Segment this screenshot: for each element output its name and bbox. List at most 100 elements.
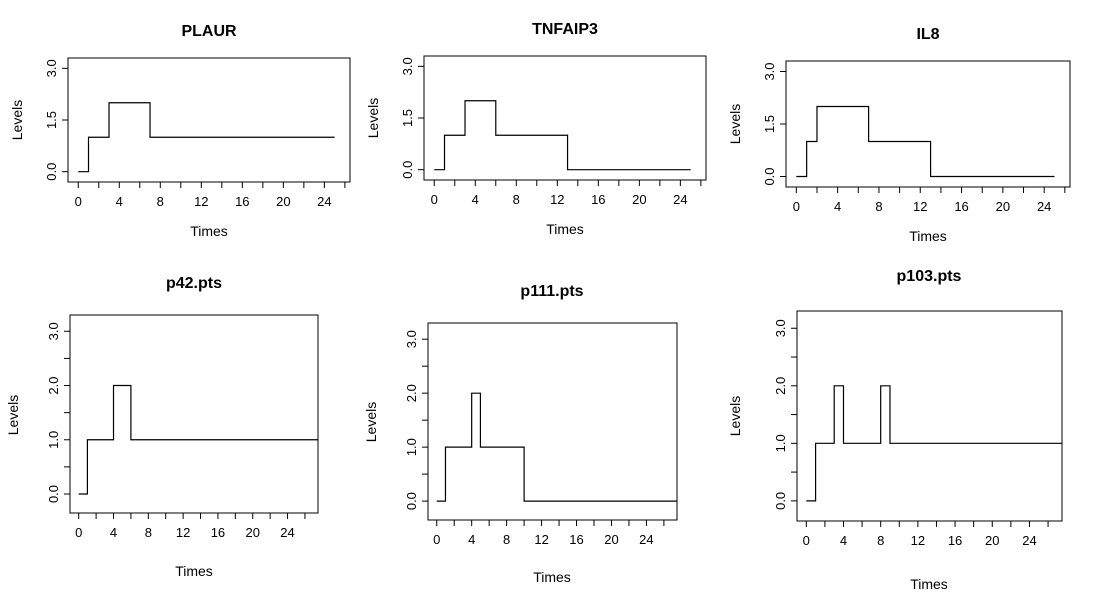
x-tick-label: 16	[235, 194, 249, 209]
y-tick-label: 2.0	[404, 384, 419, 402]
y-axis-ticks: 0.0 1.5 3.0	[762, 62, 786, 186]
x-tick-label: 16	[591, 192, 605, 207]
x-tick-label: 24	[639, 532, 653, 547]
x-tick-label: 0	[793, 199, 800, 214]
y-tick-label: 1.0	[46, 431, 61, 449]
y-tick-label: 3.0	[46, 322, 61, 340]
y-axis-ticks: 0.0 1.5 3.0	[400, 57, 424, 179]
y-axis-label: Levels	[363, 402, 379, 442]
series-line	[436, 392, 677, 502]
x-tick-label: 4	[840, 533, 847, 548]
x-tick-label: 20	[985, 533, 999, 548]
x-axis-ticks: 0 4 8 12 16 20 24	[433, 520, 665, 547]
x-tick-label: 12	[913, 199, 927, 214]
y-axis-ticks: 0.0 1.0 2.0 3.0	[46, 322, 70, 503]
x-tick-label: 4	[468, 532, 475, 547]
x-tick-label: 0	[75, 194, 82, 209]
x-tick-label: 12	[550, 192, 564, 207]
x-tick-label: 0	[803, 533, 810, 548]
x-tick-label: 20	[604, 532, 618, 547]
x-tick-label: 20	[996, 199, 1010, 214]
x-tick-label: 8	[157, 194, 164, 209]
y-tick-label: 1.5	[44, 111, 59, 129]
y-axis-label: Levels	[365, 98, 381, 138]
chart-title: p103.pts	[897, 268, 962, 285]
x-tick-label: 8	[513, 192, 520, 207]
y-axis-label: Levels	[727, 104, 743, 144]
series-line	[78, 384, 318, 495]
x-tick-label: 8	[877, 533, 884, 548]
y-tick-label: 1.0	[404, 438, 419, 456]
chart-title: IL8	[916, 26, 939, 43]
x-axis-ticks: 0 4 8 12 16 20 24	[75, 182, 346, 209]
panel-plaur: PLAUR Times Levels 0 4 8 12 16 20 24 0.0 1.5 3.0	[9, 23, 351, 239]
x-axis-label: Times	[175, 563, 213, 579]
y-tick-label: 0.0	[773, 492, 788, 510]
panel-p111: p111.pts Times Levels 0 4 8 12 16 20 24 0.0 1.0…	[363, 283, 678, 585]
x-tick-label: 20	[246, 525, 260, 540]
y-tick-label: 3.0	[762, 62, 777, 80]
x-axis-label: Times	[190, 223, 228, 239]
plot-frame	[69, 314, 319, 514]
x-axis-ticks: 0 4 8 12 16 20 24	[75, 513, 306, 540]
x-tick-label: 20	[632, 192, 646, 207]
x-tick-label: 4	[472, 192, 479, 207]
x-tick-label: 4	[110, 525, 117, 540]
series-line	[796, 105, 1055, 178]
x-axis-ticks: 0 4 8 12 16 20 24	[431, 180, 702, 207]
plot-frame	[423, 55, 707, 181]
y-tick-label: 0.0	[44, 163, 59, 181]
chart-title: p111.pts	[520, 283, 583, 300]
y-tick-label: 0.0	[404, 492, 419, 510]
y-axis-label: Levels	[727, 396, 743, 436]
x-tick-label: 24	[280, 525, 294, 540]
chart-title: TNFAIP3	[532, 21, 598, 38]
y-tick-label: 1.5	[762, 115, 777, 133]
x-tick-label: 12	[176, 525, 190, 540]
x-tick-label: 4	[116, 194, 123, 209]
y-axis-label: Levels	[5, 395, 21, 435]
series-line	[78, 102, 335, 173]
x-tick-label: 12	[194, 194, 208, 209]
panel-p103: p103.pts Times Levels 0 4 8 12 16 20 24 0.0 1.0…	[727, 268, 1063, 592]
x-axis-label: Times	[533, 569, 571, 585]
y-tick-label: 3.0	[400, 57, 415, 75]
y-tick-label: 2.0	[773, 377, 788, 395]
x-tick-label: 8	[503, 532, 510, 547]
panel-p42: p42.pts Times Levels 0 4 8 12 16 20 24 0.0 1.0 2…	[5, 275, 319, 579]
x-tick-label: 20	[276, 194, 290, 209]
x-tick-label: 8	[145, 525, 152, 540]
y-axis-label: Levels	[9, 100, 25, 140]
x-axis-label: Times	[546, 221, 584, 237]
x-axis-label: Times	[909, 228, 947, 244]
panel-tnfaip3: TNFAIP3 Times Levels 0 4 8 12 16 20 24 0.0 1.5 3…	[365, 21, 707, 237]
y-axis-ticks: 0.0 1.0 2.0 3.0	[404, 330, 428, 510]
x-tick-label: 24	[317, 194, 331, 209]
y-tick-label: 2.0	[46, 376, 61, 394]
panel-il8: IL8 Times Levels 0 4 8 12 16 20 24 0.0 1.5 3.0	[727, 26, 1071, 244]
x-tick-label: 0	[75, 525, 82, 540]
y-tick-label: 1.0	[773, 434, 788, 452]
x-tick-label: 16	[954, 199, 968, 214]
x-tick-label: 24	[1022, 533, 1036, 548]
chart-title: p42.pts	[166, 275, 222, 292]
plot-frame	[67, 57, 351, 183]
x-tick-label: 16	[569, 532, 583, 547]
x-tick-label: 12	[911, 533, 925, 548]
y-axis-ticks: 0.0 1.0 2.0 3.0	[773, 319, 797, 510]
x-tick-label: 4	[834, 199, 841, 214]
y-tick-label: 1.5	[400, 109, 415, 127]
x-tick-label: 8	[875, 199, 882, 214]
y-tick-label: 0.0	[400, 161, 415, 179]
series-line	[806, 385, 1062, 502]
y-tick-label: 0.0	[46, 485, 61, 503]
x-tick-label: 0	[431, 192, 438, 207]
y-axis-ticks: 0.0 1.5 3.0	[44, 59, 68, 181]
x-axis-ticks: 0 4 8 12 16 20 24	[793, 187, 1066, 214]
x-axis-label: Times	[910, 576, 948, 592]
x-tick-label: 12	[534, 532, 548, 547]
x-tick-label: 0	[433, 532, 440, 547]
plot-frame	[785, 60, 1071, 188]
x-tick-label: 16	[948, 533, 962, 548]
